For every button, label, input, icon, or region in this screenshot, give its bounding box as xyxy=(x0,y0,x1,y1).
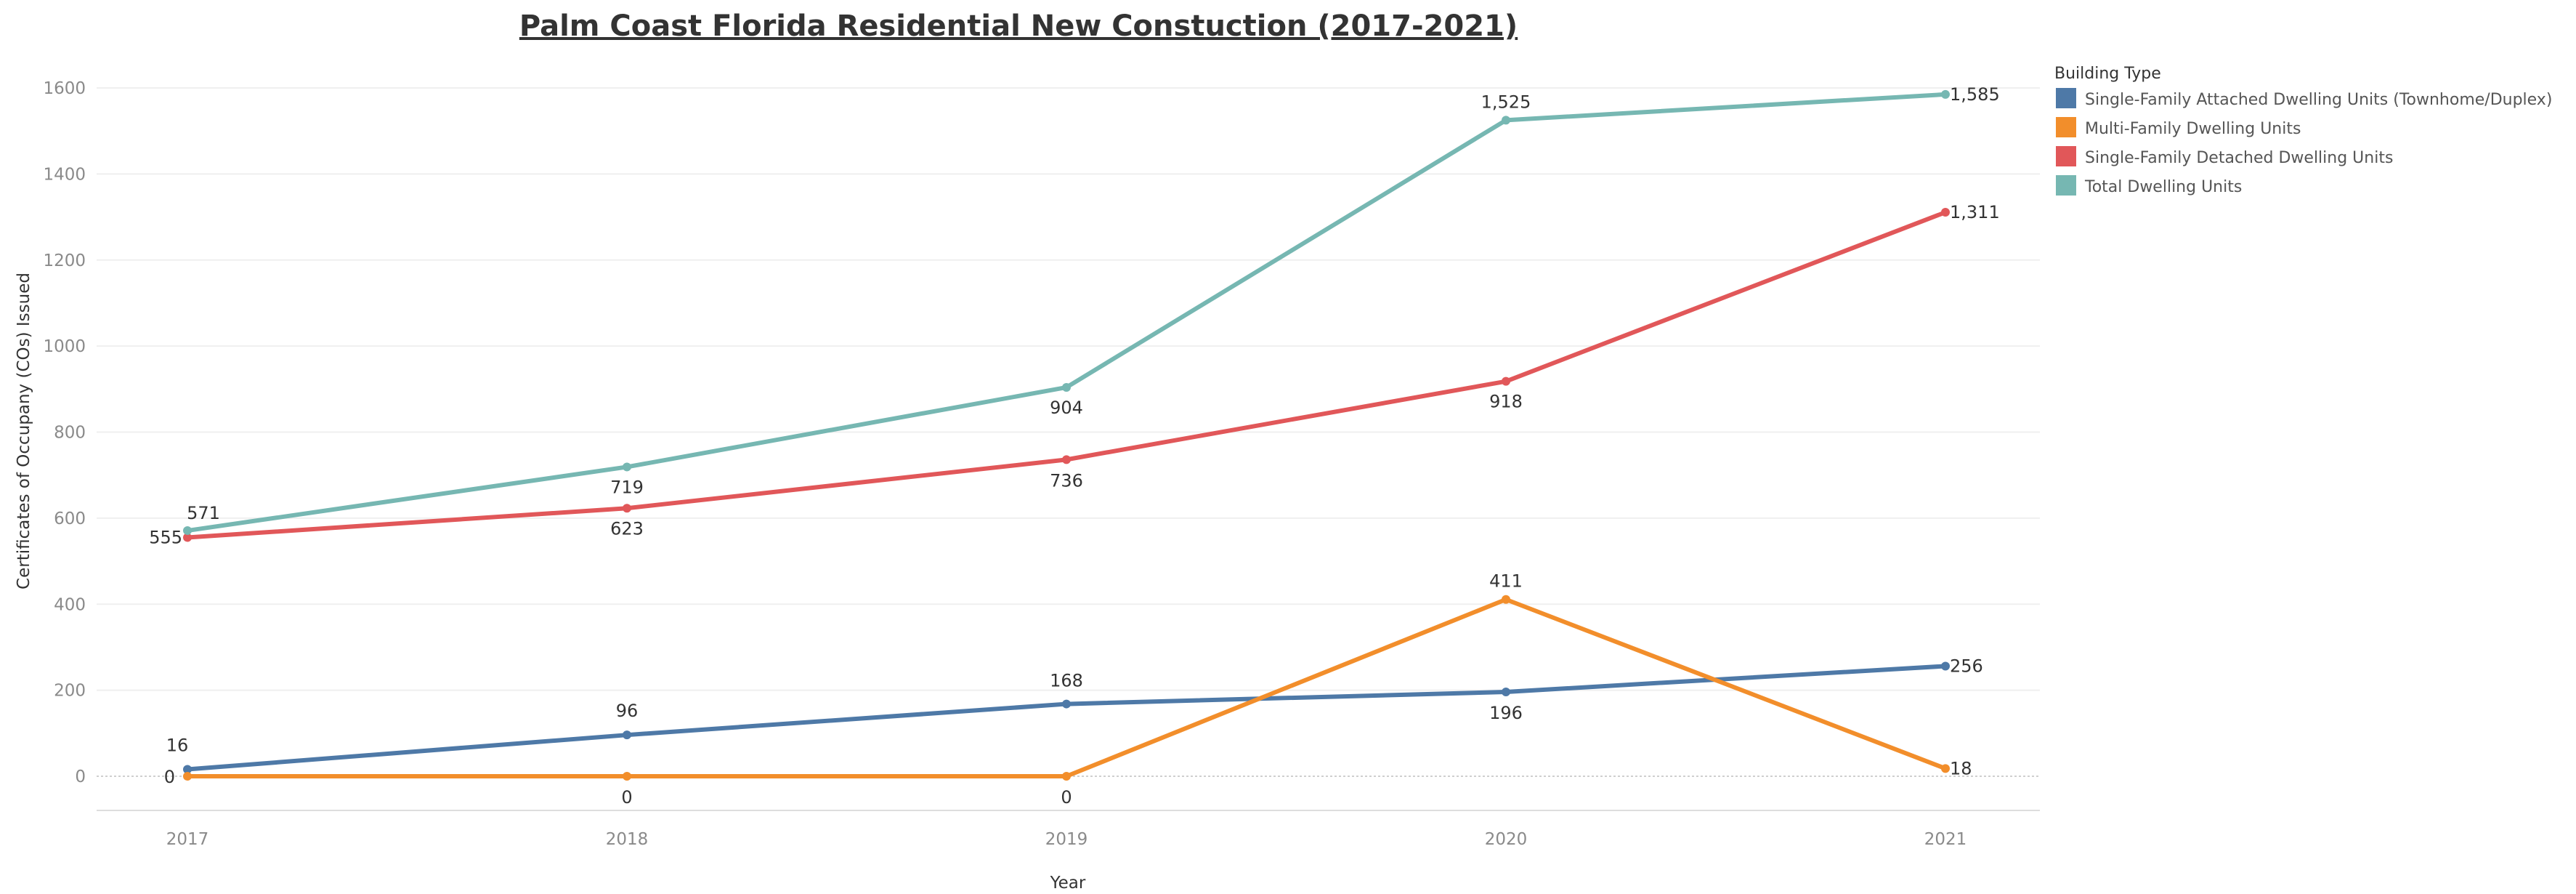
legend-swatch xyxy=(2056,117,2076,137)
x-axis-ticks: 2017 2018 2019 2020 2021 xyxy=(166,830,1967,849)
y-tick-label: 600 xyxy=(54,510,86,528)
data-label: 18 xyxy=(1950,758,1972,778)
x-tick-label: 2018 xyxy=(606,830,649,849)
x-axis-title: Year xyxy=(1050,874,1086,893)
x-tick-label: 2019 xyxy=(1045,830,1088,849)
data-point xyxy=(183,533,192,542)
y-tick-label: 1000 xyxy=(43,337,86,356)
y-axis-ticks: 0 200 400 600 800 1000 1200 1400 1600 xyxy=(43,79,86,786)
legend-entry: Single-Family Detached Dwelling Units xyxy=(2085,149,2393,167)
data-point xyxy=(1062,772,1071,781)
legend: Building Type Single-Family Attached Dwe… xyxy=(2054,65,2552,196)
data-label: 16 xyxy=(166,736,189,756)
legend-swatch xyxy=(2056,175,2076,196)
data-point xyxy=(1941,89,1950,99)
data-point xyxy=(1502,116,1510,125)
data-point xyxy=(1502,687,1510,696)
data-point xyxy=(1062,455,1071,464)
data-point xyxy=(1062,699,1071,709)
data-point xyxy=(623,462,631,472)
data-point xyxy=(623,730,631,740)
data-points xyxy=(183,89,1950,781)
data-label: 411 xyxy=(1489,571,1523,592)
legend-entry: Single-Family Attached Dwelling Units (T… xyxy=(2085,91,2552,109)
y-tick-label: 1400 xyxy=(43,165,86,184)
x-tick-label: 2017 xyxy=(166,830,209,849)
y-tick-label: 0 xyxy=(75,768,86,786)
y-tick-label: 800 xyxy=(54,424,86,443)
data-labels: 16 96 168 196 256 0 0 0 411 18 555 623 736 918 1,311 57… xyxy=(149,84,2000,808)
data-point xyxy=(1941,661,1950,671)
data-label: 0 xyxy=(164,767,175,787)
y-tick-label: 400 xyxy=(54,595,86,614)
x-tick-label: 2020 xyxy=(1485,830,1528,849)
data-point xyxy=(183,526,192,536)
y-tick-label: 1600 xyxy=(43,79,86,98)
data-point xyxy=(1941,208,1950,217)
data-label: 196 xyxy=(1489,703,1523,723)
data-label: 918 xyxy=(1489,392,1523,412)
data-point xyxy=(1062,382,1071,392)
data-point xyxy=(1941,764,1950,773)
data-label: 0 xyxy=(1061,787,1072,808)
data-point xyxy=(623,504,631,513)
data-label: 623 xyxy=(610,518,644,539)
chart-title: Palm Coast Florida Residential New Const… xyxy=(519,9,1518,43)
data-label: 571 xyxy=(187,503,220,523)
data-label: 719 xyxy=(610,477,644,497)
legend-title: Building Type xyxy=(2054,65,2161,83)
data-point xyxy=(183,765,192,774)
data-point xyxy=(623,772,631,781)
y-axis-title: Certificates of Occupany (COs) Issued xyxy=(15,273,33,589)
x-tick-label: 2021 xyxy=(1924,830,1967,849)
y-tick-label: 1200 xyxy=(43,251,86,270)
data-label: 736 xyxy=(1050,470,1083,491)
data-label: 1,311 xyxy=(1950,202,2000,222)
data-label: 256 xyxy=(1950,656,1983,676)
data-label: 96 xyxy=(616,701,639,721)
data-label: 1,525 xyxy=(1481,92,1531,112)
data-label: 555 xyxy=(149,528,182,548)
legend-swatch xyxy=(2056,88,2076,108)
data-label: 1,585 xyxy=(1950,84,2000,105)
data-label: 168 xyxy=(1050,671,1083,691)
data-point xyxy=(1502,595,1510,604)
legend-entry: Multi-Family Dwelling Units xyxy=(2085,120,2301,138)
legend-entry: Total Dwelling Units xyxy=(2084,178,2242,196)
y-tick-label: 200 xyxy=(54,682,86,701)
data-point xyxy=(183,772,192,781)
data-point xyxy=(1502,376,1510,386)
legend-swatch xyxy=(2056,146,2076,166)
data-label: 904 xyxy=(1050,398,1083,418)
data-label: 0 xyxy=(621,787,632,808)
